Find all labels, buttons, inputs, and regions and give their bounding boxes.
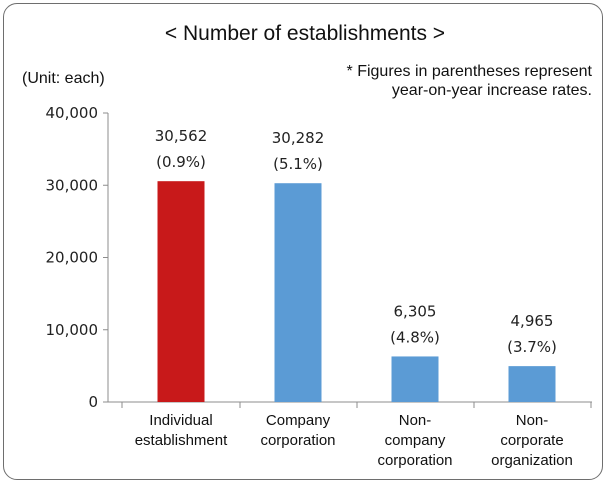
- category-label: Non-: [516, 412, 549, 429]
- value-label: 4,965: [511, 312, 554, 330]
- value-label: 30,562: [155, 127, 208, 145]
- category-label: company: [385, 432, 446, 449]
- chart-note-line: * Figures in parentheses represent: [346, 63, 592, 80]
- category-label: Company: [266, 412, 331, 429]
- category-label: corporate: [500, 432, 563, 449]
- y-tick-label: 30,000: [46, 176, 99, 194]
- category-label: Individual: [149, 412, 212, 429]
- category-label: corporation: [377, 452, 452, 469]
- bar: [508, 366, 556, 402]
- rate-label: (3.7%): [507, 338, 557, 356]
- y-tick-label: 20,000: [46, 249, 99, 267]
- chart-note-line: year-on-year increase rates.: [391, 82, 592, 99]
- unit-label: (Unit: each): [22, 70, 105, 87]
- rate-label: (0.9%): [156, 153, 206, 171]
- bar: [391, 356, 439, 402]
- category-label: corporation: [260, 432, 335, 449]
- value-label: 6,305: [394, 302, 437, 320]
- category-label: organization: [491, 452, 573, 469]
- chart-title: < Number of establishments >: [164, 22, 446, 45]
- value-label: 30,282: [272, 129, 325, 147]
- category-label: Non-: [399, 412, 432, 429]
- category-label: establishment: [135, 432, 228, 449]
- bar: [274, 183, 322, 402]
- y-tick-label: 10,000: [46, 321, 99, 339]
- y-tick-label: 0: [88, 393, 98, 411]
- chart-note: * Figures in parentheses represent year-…: [347, 62, 592, 100]
- y-tick-label: 40,000: [46, 104, 99, 122]
- bar: [157, 181, 205, 402]
- rate-label: (4.8%): [390, 328, 440, 346]
- rate-label: (5.1%): [273, 155, 323, 173]
